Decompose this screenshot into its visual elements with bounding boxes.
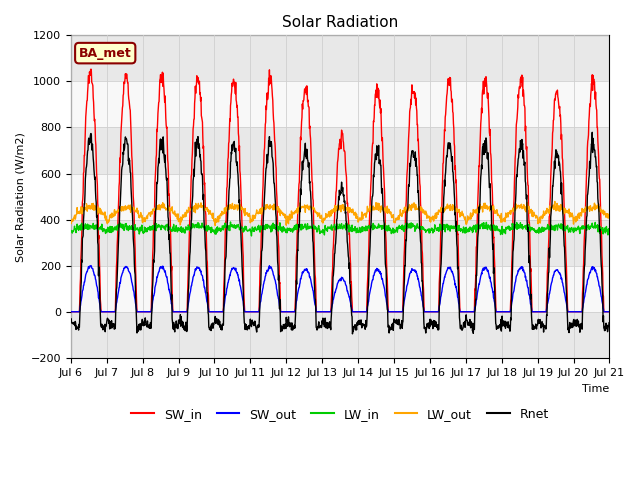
Title: Solar Radiation: Solar Radiation [282, 15, 398, 30]
Bar [71, 128, 609, 174]
Bar [71, 219, 609, 265]
Bar [71, 174, 609, 219]
Legend: SW_in, SW_out, LW_in, LW_out, Rnet: SW_in, SW_out, LW_in, LW_out, Rnet [126, 403, 554, 426]
Bar [71, 312, 609, 358]
Y-axis label: Solar Radiation (W/m2): Solar Radiation (W/m2) [15, 132, 25, 262]
X-axis label: Time: Time [582, 384, 609, 394]
Bar [71, 82, 609, 128]
Bar [71, 265, 609, 312]
Text: BA_met: BA_met [79, 47, 132, 60]
Bar [71, 36, 609, 82]
